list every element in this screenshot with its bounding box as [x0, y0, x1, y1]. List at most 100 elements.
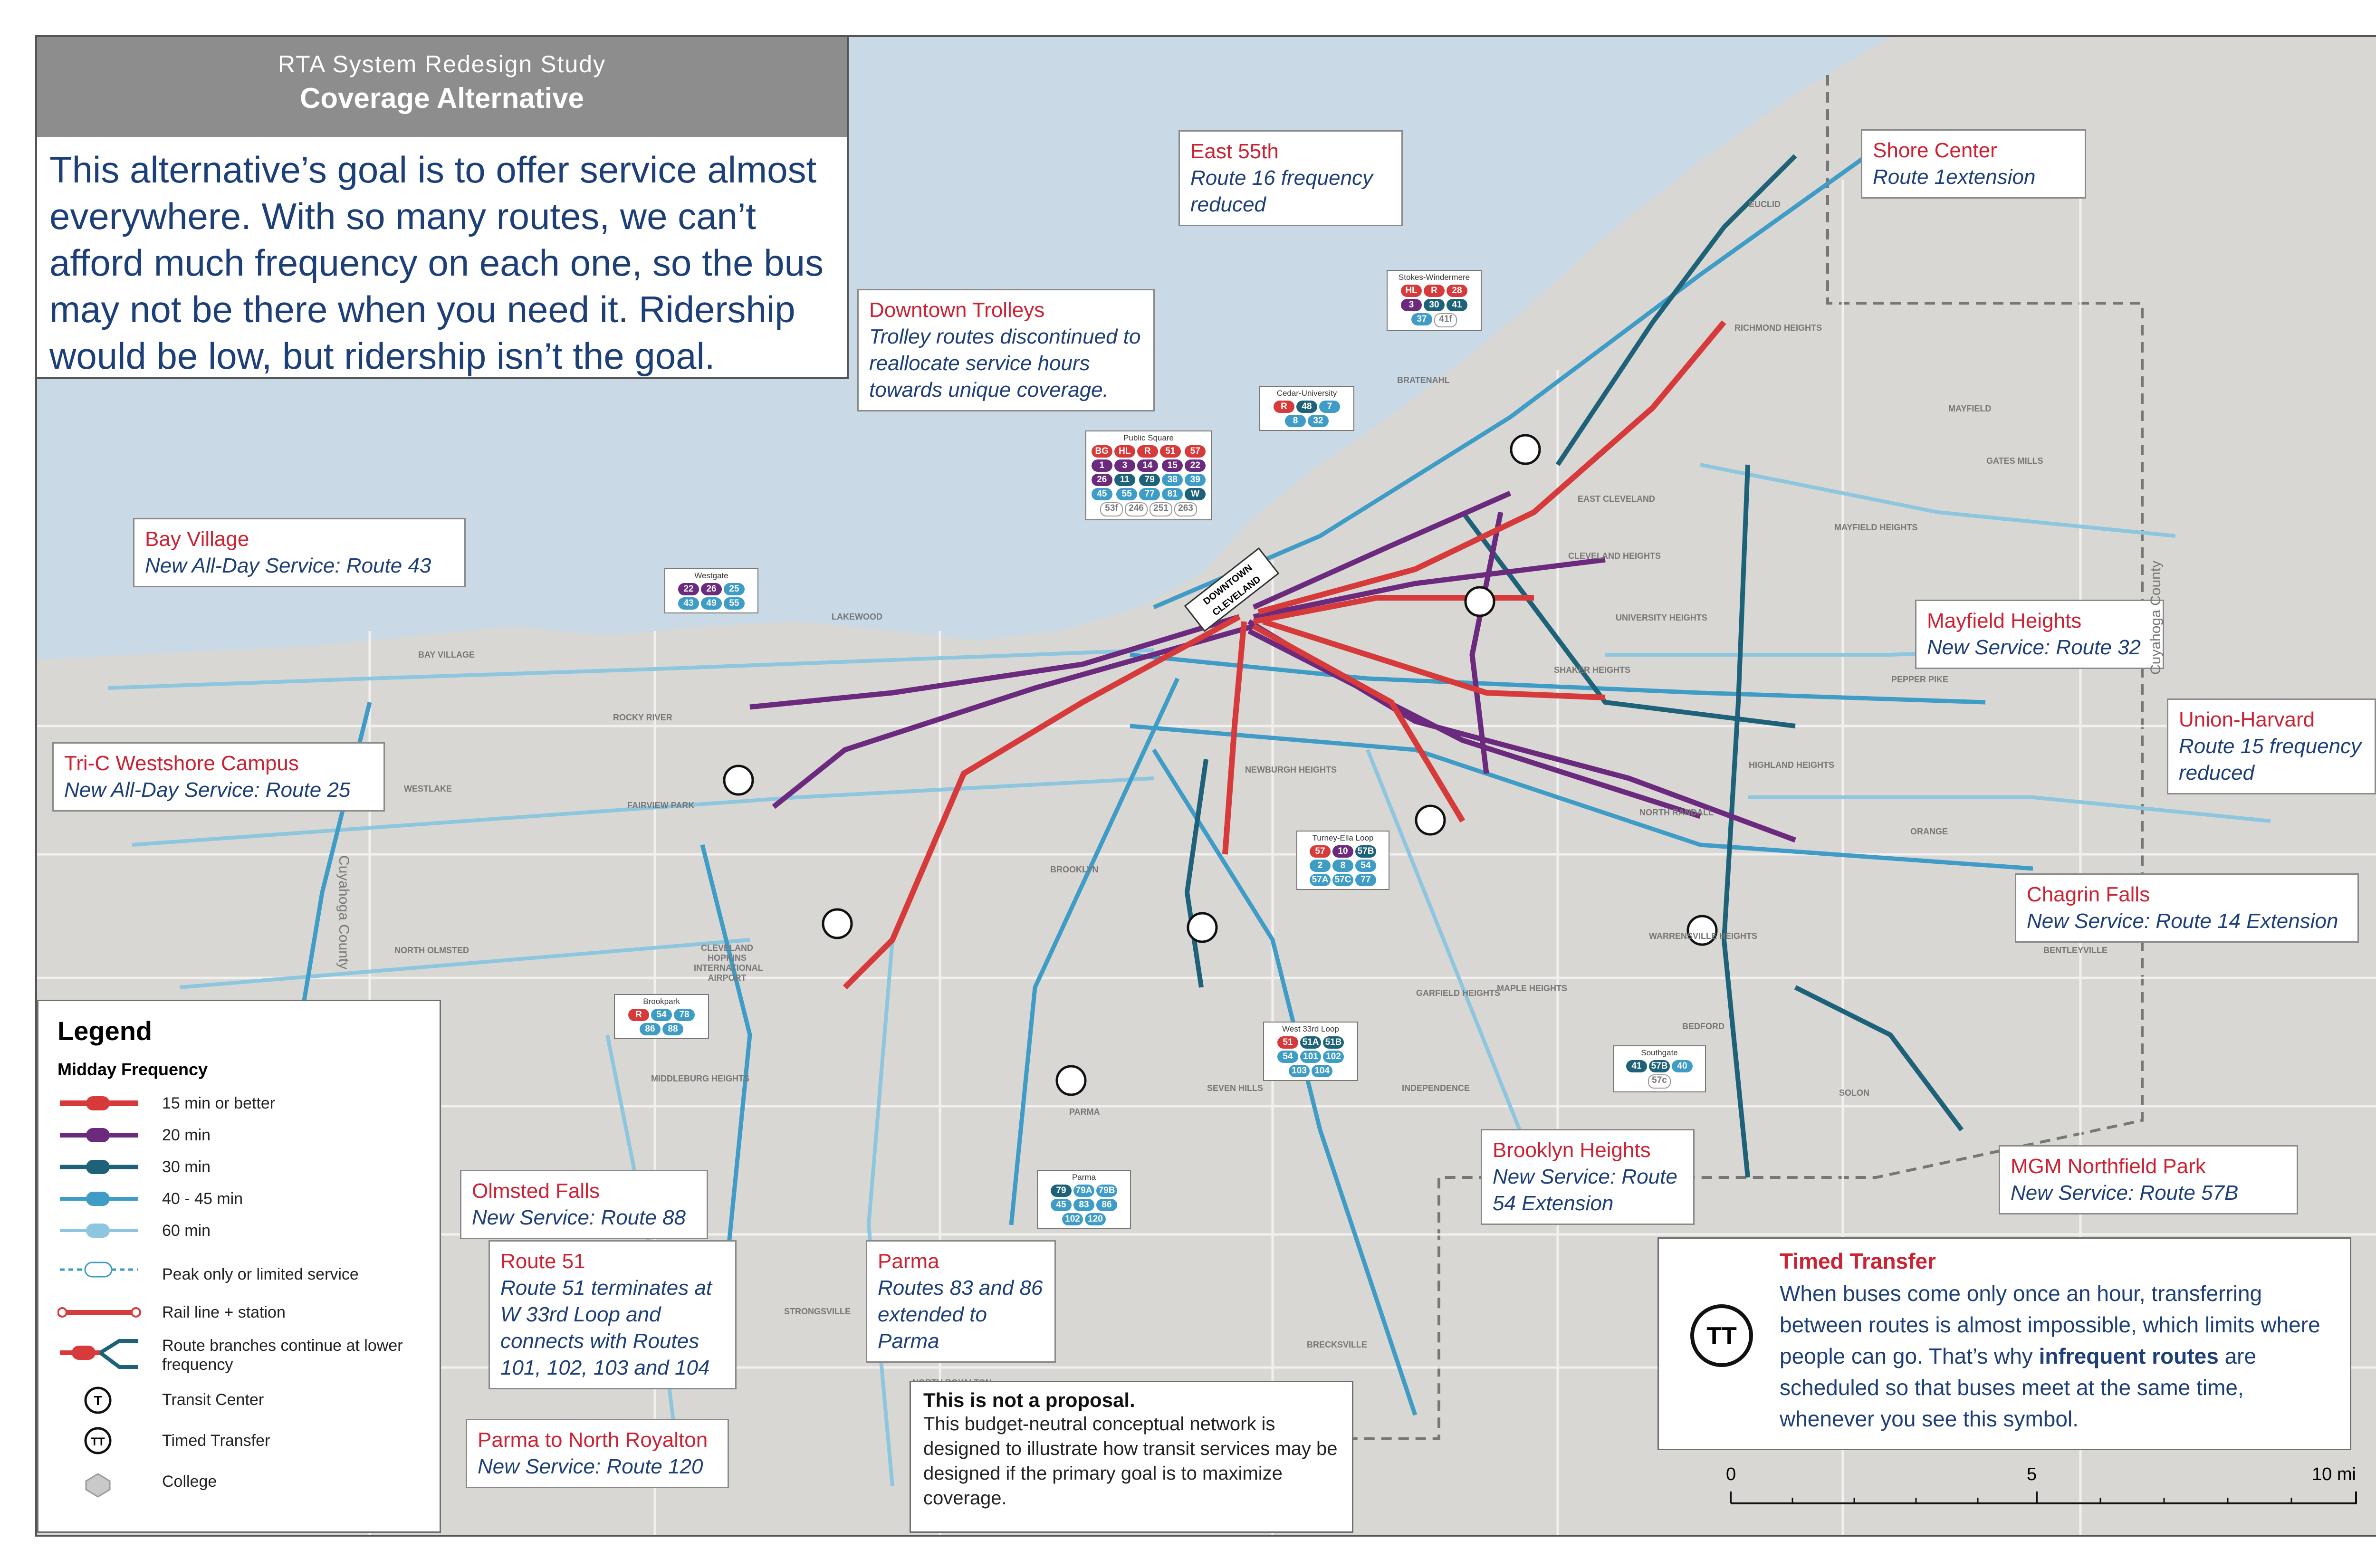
route-badge[interactable]: 26	[1091, 474, 1112, 486]
route-badge[interactable]: 3	[1401, 299, 1422, 311]
route-badge[interactable]: W	[1185, 488, 1206, 500]
route-badge[interactable]: 53f	[1100, 502, 1123, 516]
route-badge[interactable]: 41	[1447, 299, 1467, 311]
route-badge[interactable]: 57C	[1332, 874, 1353, 886]
route-badge[interactable]: 30	[1424, 299, 1445, 311]
route-badge[interactable]: 101	[1300, 1051, 1321, 1063]
route-badge[interactable]: 10	[1332, 845, 1353, 858]
route-badge[interactable]: 25	[724, 583, 745, 595]
route-badge[interactable]: R	[628, 1009, 649, 1021]
route-badge[interactable]: 7	[1319, 401, 1340, 413]
route-badge[interactable]: 88	[662, 1023, 683, 1035]
route-badge[interactable]: 57	[1310, 845, 1331, 858]
route-badge[interactable]: 86	[640, 1023, 661, 1035]
route-badge[interactable]: 1	[1091, 459, 1112, 472]
route-badge[interactable]: R	[1424, 285, 1445, 297]
route-badge[interactable]: 51A	[1300, 1036, 1321, 1049]
hub-westgate[interactable]: Westgate 22 26 25 43 49 55	[664, 568, 758, 613]
legend-item-20min: 20 min	[162, 1126, 211, 1144]
route-badge[interactable]: 48	[1296, 401, 1317, 413]
route-badge[interactable]: 51	[1277, 1036, 1298, 1049]
hub-stokes-windermere[interactable]: Stokes-Windermere HL R 28 3 30 41 37 41f	[1387, 270, 1482, 331]
route-badge[interactable]: 251	[1150, 502, 1172, 516]
route-badge[interactable]: 11	[1114, 474, 1135, 486]
route-badge[interactable]: 83	[1073, 1199, 1094, 1211]
route-badge[interactable]: 57c	[1648, 1074, 1671, 1089]
route-badge[interactable]: 8	[1332, 860, 1353, 872]
route-badge[interactable]: 40	[1672, 1060, 1693, 1072]
route-badge[interactable]: 2	[1310, 860, 1331, 872]
route-badge[interactable]: 41	[1626, 1060, 1647, 1072]
route-badge[interactable]: 55	[1116, 488, 1138, 500]
route-badge[interactable]: 102	[1062, 1213, 1083, 1225]
route-badge[interactable]: 246	[1125, 502, 1148, 516]
route-badge[interactable]: 79A	[1073, 1185, 1094, 1197]
route-badge[interactable]: 104	[1312, 1065, 1332, 1077]
route-badge[interactable]: 54	[651, 1009, 672, 1021]
callout-body: New Service: Route 32	[1927, 636, 2141, 659]
legend-item-rail: Rail line + station	[162, 1303, 286, 1321]
route-badge[interactable]: 41f	[1434, 313, 1457, 327]
timed-transfer-body: When buses come only once an hour, trans…	[1780, 1278, 2336, 1434]
route-badge[interactable]: 79	[1051, 1185, 1072, 1197]
route-badge[interactable]: 81	[1162, 488, 1183, 500]
hub-turney-ella-loop[interactable]: Turney-Ella Loop 57 10 57B 2 8 54 57A 57C 77	[1296, 831, 1389, 890]
route-badge[interactable]: 78	[674, 1009, 695, 1021]
route-badge[interactable]: 55	[724, 597, 745, 610]
route-badge[interactable]: 57A	[1310, 874, 1331, 886]
route-badge[interactable]: 38	[1162, 474, 1183, 486]
hub-public-square[interactable]: Public Square BG HL R 51 57 1 3 14 15 22 26 11 79…	[1085, 430, 1212, 520]
place-label: BROOKLYN	[1050, 865, 1099, 874]
hub-cedar-university[interactable]: Cedar-University R 48 7 8 32	[1259, 386, 1354, 431]
route-badge[interactable]: 45	[1091, 488, 1112, 500]
route-badge[interactable]: 51	[1159, 445, 1181, 458]
route-badge[interactable]: 14	[1137, 459, 1158, 472]
route-badge[interactable]: 79B	[1096, 1185, 1117, 1197]
route-badge[interactable]: 51B	[1323, 1036, 1344, 1049]
route-badge[interactable]: 103	[1289, 1065, 1310, 1077]
callout-chagrin-falls: Chagrin Falls New Service: Route 14 Exte…	[2015, 873, 2359, 943]
route-badge[interactable]: 57B	[1649, 1060, 1670, 1072]
hub-brookpark[interactable]: Brookpark R 54 78 86 88	[614, 994, 709, 1039]
route-badge[interactable]: 45	[1051, 1199, 1072, 1211]
route-badge[interactable]: 49	[701, 597, 722, 610]
route-badge[interactable]: HL	[1401, 285, 1422, 297]
route-badge[interactable]: 43	[678, 597, 699, 610]
route-badge[interactable]: 22	[678, 583, 699, 595]
timed-transfer-emphasis: infrequent routes	[2039, 1344, 2219, 1368]
route-badge[interactable]: 54	[1355, 860, 1376, 872]
callout-body: New All-Day Service: Route 43	[145, 554, 431, 577]
route-badge[interactable]: 32	[1308, 415, 1329, 427]
route-badge[interactable]: 39	[1185, 474, 1206, 486]
route-badge[interactable]: 3	[1114, 459, 1135, 472]
hub-southgate[interactable]: Southgate 41 57B 40 57c	[1613, 1045, 1706, 1092]
place-label: BEDFORD	[1682, 1022, 1725, 1031]
route-badge[interactable]: BG	[1091, 445, 1112, 458]
route-badge[interactable]: 54	[1277, 1051, 1298, 1063]
route-badge[interactable]: R	[1274, 401, 1294, 413]
route-badge[interactable]: 15	[1162, 459, 1183, 472]
route-badge[interactable]: R	[1137, 445, 1158, 458]
hub-parma[interactable]: Parma 79 79A 79B 45 83 86 102 120	[1037, 1170, 1131, 1229]
route-badge[interactable]: 120	[1085, 1213, 1106, 1225]
route-badge[interactable]: 57B	[1355, 845, 1376, 858]
hub-routes: BG HL R 51 57 1 3 14 15 22 26 11 79 38 39 45 55 77 81 W…	[1089, 444, 1208, 517]
route-badge[interactable]: HL	[1114, 445, 1135, 458]
route-badge[interactable]: 57	[1185, 445, 1206, 458]
route-badge[interactable]: 37	[1411, 313, 1432, 325]
route-badge[interactable]: 8	[1285, 415, 1306, 427]
route-badge[interactable]: 79	[1139, 474, 1160, 486]
timed-transfer-marker	[1055, 1065, 1087, 1096]
route-badge[interactable]: 28	[1447, 285, 1467, 297]
route-badge[interactable]: 77	[1139, 488, 1160, 500]
timed-transfer-marker	[1510, 434, 1541, 465]
route-badge[interactable]: 102	[1323, 1051, 1344, 1063]
route-badge[interactable]: 263	[1174, 502, 1197, 516]
route-badge[interactable]: 26	[701, 583, 722, 595]
callout-title: Brooklyn Heights	[1493, 1138, 1651, 1162]
route-badge[interactable]: 86	[1096, 1199, 1117, 1211]
route-badge[interactable]: 22	[1185, 459, 1206, 472]
route-badge[interactable]: 77	[1355, 874, 1376, 886]
hub-west-33rd-loop[interactable]: West 33rd Loop 51 51A 51B 54 101 102 103 104	[1263, 1022, 1358, 1081]
place-label: WARRENSVILLE HEIGHTS	[1649, 931, 1758, 941]
